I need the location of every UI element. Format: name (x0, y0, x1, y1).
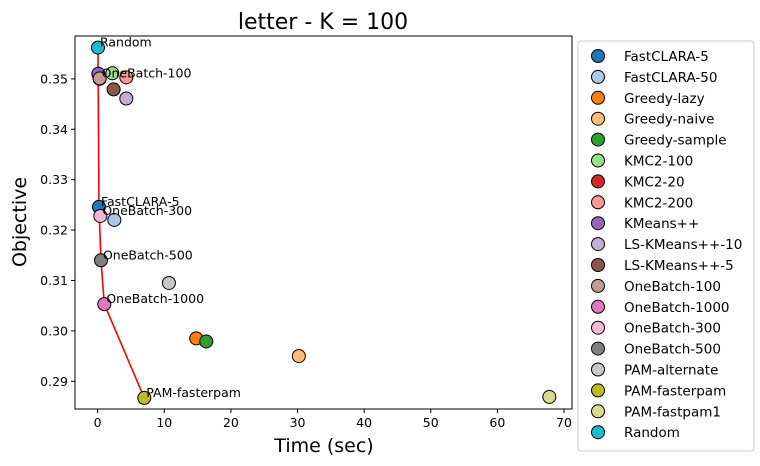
x-tick-label: 70 (556, 415, 572, 430)
point-ls-kmeans-5 (106, 82, 121, 97)
legend-label: Greedy-naive (624, 112, 714, 128)
legend-marker (591, 320, 605, 335)
annotation-label: Random (100, 35, 152, 50)
point-ls-kmeans-10 (119, 91, 134, 106)
annotation-label: PAM-fasterpam (146, 385, 241, 400)
legend-marker (591, 404, 605, 419)
x-axis-ticks: 0 10 20 30 40 50 60 70 (94, 409, 572, 430)
y-tick-label: 0.33 (40, 172, 68, 187)
legend-label: FastCLARA-50 (624, 70, 717, 86)
legend-label: OneBatch-100 (624, 279, 721, 295)
x-tick-label: 50 (423, 415, 439, 430)
annotation-label: OneBatch-1000 (106, 291, 204, 306)
y-tick-label: 0.35 (40, 71, 68, 86)
legend-marker (591, 237, 605, 252)
legend-marker (591, 258, 605, 272)
x-axis-label: Time (sec) (273, 435, 373, 457)
x-tick-label: 10 (156, 415, 172, 430)
legend-marker (591, 362, 605, 377)
x-tick-label: 20 (223, 415, 239, 430)
legend-box (577, 40, 755, 452)
legend-label: KMC2-20 (624, 174, 685, 190)
legend-marker (591, 111, 605, 126)
y-tick-label: 0.29 (40, 374, 68, 389)
legend-label: LS-KMeans++-10 (624, 237, 742, 253)
point-onebatch-500 (93, 253, 108, 268)
legend-label: KMeans++ (624, 216, 699, 232)
legend-label: KMC2-200 (624, 195, 693, 211)
legend-label: FastCLARA-5 (624, 49, 709, 65)
x-tick-label: 0 (94, 415, 102, 430)
point-kmc2-100 (105, 66, 120, 81)
point-greedy-naive (291, 349, 306, 364)
legend-marker (591, 425, 605, 440)
plot-area-frame (74, 35, 573, 410)
x-tick-label: 60 (489, 415, 505, 430)
legend-marker (591, 341, 605, 356)
point-annotations: Random OneBatch-100 FastCLARA-5OneBatch-30… (100, 35, 241, 400)
point-pam-alternate (161, 275, 176, 290)
legend-label: OneBatch-500 (624, 342, 721, 358)
legend-label: Random (624, 425, 680, 441)
legend-marker (591, 90, 605, 105)
legend-marker (591, 278, 605, 293)
legend-marker (591, 132, 605, 147)
legend-label: Greedy-lazy (624, 91, 705, 107)
annotation-label: OneBatch-300 (102, 203, 192, 218)
legend-marker (591, 216, 605, 231)
point-greedy-sample (199, 334, 214, 349)
y-tick-label: 0.32 (40, 223, 68, 238)
legend-label: OneBatch-300 (624, 321, 721, 337)
y-axis-ticks: 0.29 0.30 0.31 0.32 0.33 0.34 0.35 (40, 71, 75, 389)
point-onebatch-1000 (97, 297, 112, 312)
y-tick-label: 0.30 (40, 323, 68, 338)
legend-marker (591, 195, 605, 210)
point-onebatch-100 (92, 71, 107, 86)
point-fastclara-50 (107, 212, 122, 227)
point-onebatch-300 (93, 208, 108, 223)
legend-label: OneBatch-1000 (624, 300, 730, 316)
legend-label: KMC2-100 (624, 154, 693, 170)
legend-marker (591, 299, 605, 314)
y-tick-label: 0.34 (40, 122, 68, 137)
legend-marker (591, 383, 605, 398)
annotation-label: OneBatch-500 (103, 247, 193, 262)
legend-label: PAM-fasterpam (624, 383, 726, 399)
x-tick-label: 40 (356, 415, 372, 430)
legend: FastCLARA-5 FastCLARA-50 Greedy-lazy Greedy… (577, 40, 755, 452)
point-pam-fasterpam (137, 390, 152, 405)
chart-title: letter - K = 100 (238, 10, 408, 35)
legend-marker (591, 153, 605, 168)
legend-label: PAM-fastpam1 (624, 404, 721, 420)
legend-marker (591, 174, 605, 189)
legend-label: LS-KMeans++-5 (624, 258, 734, 274)
point-pam-fastpam1 (542, 389, 557, 404)
point-kmc2-200 (119, 70, 134, 85)
y-tick-label: 0.31 (40, 273, 68, 288)
legend-marker (591, 69, 605, 84)
y-axis-label: Objective (9, 177, 31, 267)
data-points (90, 40, 557, 405)
annotation-label: FastCLARA-5 (101, 194, 180, 209)
legend-label: Greedy-sample (624, 133, 727, 149)
legend-label: PAM-alternate (624, 363, 718, 379)
annotation-label: OneBatch-100 (102, 65, 192, 80)
point-random (90, 40, 105, 55)
x-tick-label: 30 (290, 415, 306, 430)
legend-marker (591, 49, 605, 63)
